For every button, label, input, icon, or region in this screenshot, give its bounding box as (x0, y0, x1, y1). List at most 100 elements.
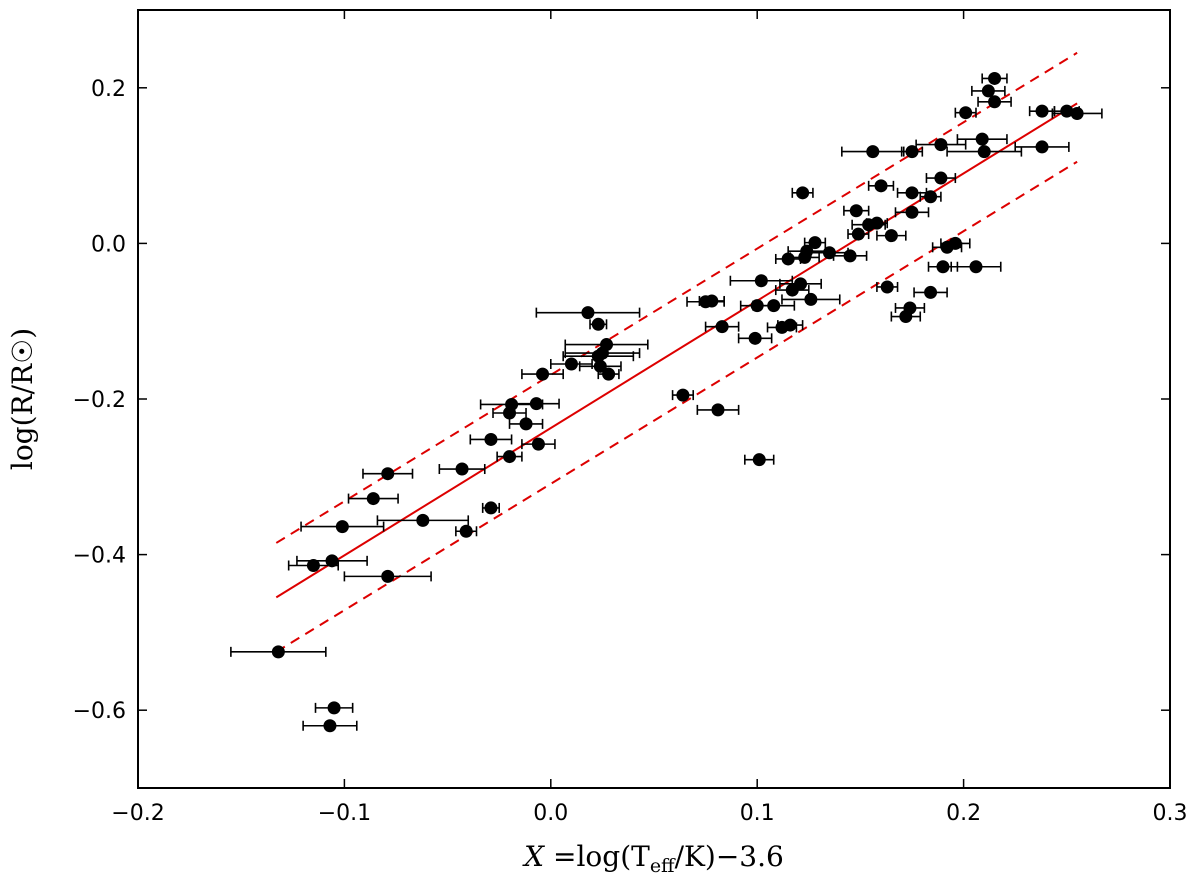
data-point (519, 417, 533, 431)
data-point-group (744, 453, 775, 467)
data-point-group (455, 524, 478, 538)
data-point-group (481, 501, 501, 515)
data-point (327, 701, 341, 715)
data-point (381, 467, 395, 481)
data-point-group (752, 299, 796, 313)
data-point (981, 84, 995, 98)
data-point (934, 171, 948, 185)
data-point-group (789, 250, 820, 264)
bound-line-upper (275, 51, 1078, 544)
data-point (676, 388, 690, 402)
data-point (794, 277, 808, 291)
data-point-group (300, 520, 385, 534)
data-point (1035, 140, 1049, 154)
data-point (808, 236, 822, 250)
data-point-group (1028, 104, 1056, 118)
data-point (366, 492, 380, 506)
data-point-group (704, 320, 740, 334)
data-point-group (977, 95, 1012, 109)
data-point (306, 558, 320, 572)
data-point-group (913, 285, 948, 299)
data-point-group (832, 249, 868, 263)
data-point (804, 292, 818, 306)
data-point (899, 310, 913, 324)
data-point (822, 246, 836, 260)
data-point (959, 106, 973, 120)
data-point-group (950, 260, 1002, 274)
data-point (531, 437, 545, 451)
data-point-group (230, 645, 327, 659)
data-point-group (343, 569, 432, 583)
data-point-group (671, 388, 695, 402)
data-point-group (296, 554, 368, 568)
data-point-group (919, 190, 942, 204)
data-point (870, 216, 884, 230)
data-point (798, 250, 812, 264)
data-point-group (803, 236, 827, 250)
y-tick-label: 0.2 (91, 77, 126, 102)
x-tick-label: −0.2 (111, 801, 164, 826)
data-point (884, 229, 898, 243)
data-point (924, 285, 938, 299)
data-point (591, 317, 605, 331)
data-point-group (347, 492, 399, 506)
x-tick-label: 0.0 (533, 801, 568, 826)
data-point (602, 367, 616, 381)
data-point-group (562, 349, 635, 363)
plot-background (138, 10, 1170, 788)
data-point-group (791, 186, 814, 200)
data-point (851, 227, 865, 241)
x-tick-label: 0.2 (946, 801, 981, 826)
data-point-group (841, 145, 905, 159)
y-tick-label: −0.4 (73, 544, 126, 569)
data-point (459, 524, 473, 538)
data-point (752, 453, 766, 467)
data-point-group (925, 171, 957, 185)
y-tick-label: −0.6 (73, 699, 126, 724)
data-point-group (521, 367, 564, 381)
data-point (325, 554, 339, 568)
data-point-group (508, 417, 544, 431)
data-point (335, 520, 349, 534)
data-point (705, 294, 719, 308)
plot-marks (230, 51, 1103, 733)
data-point-group (781, 292, 841, 306)
data-point (849, 204, 863, 218)
data-point (905, 145, 919, 159)
data-point-group (578, 359, 622, 373)
x-tick-label: 0.1 (740, 801, 775, 826)
data-point (940, 240, 954, 254)
data-point-group (946, 145, 1023, 159)
data-point (905, 186, 919, 200)
data-point-group (774, 252, 802, 266)
data-point-group (521, 437, 556, 451)
data-point (866, 145, 880, 159)
x-tick-label: 0.3 (1153, 801, 1188, 826)
data-point (416, 513, 430, 527)
plot-frame (137, 9, 1171, 789)
data-point-group (376, 513, 470, 527)
data-point-group (865, 216, 889, 230)
y-tick-label: −0.2 (73, 388, 126, 413)
data-point-group (696, 403, 740, 417)
data-point-group (535, 306, 641, 320)
data-point-group (867, 179, 895, 193)
data-point-group (777, 318, 804, 332)
data-point-group (737, 331, 773, 345)
data-point-group (890, 310, 922, 324)
data-point-group (302, 719, 358, 733)
data-point-group (896, 186, 928, 200)
data-point (767, 299, 781, 313)
data-point-group (847, 227, 870, 241)
data-point (593, 359, 607, 373)
data-point-group (915, 138, 967, 152)
data-point (323, 719, 337, 733)
data-point (711, 403, 725, 417)
data-point-group (981, 71, 1008, 85)
x-tick-label: −0.1 (318, 801, 371, 826)
data-point-group (894, 301, 926, 315)
data-point-group (876, 280, 899, 294)
data-point-group (549, 357, 593, 371)
data-point (905, 205, 919, 219)
